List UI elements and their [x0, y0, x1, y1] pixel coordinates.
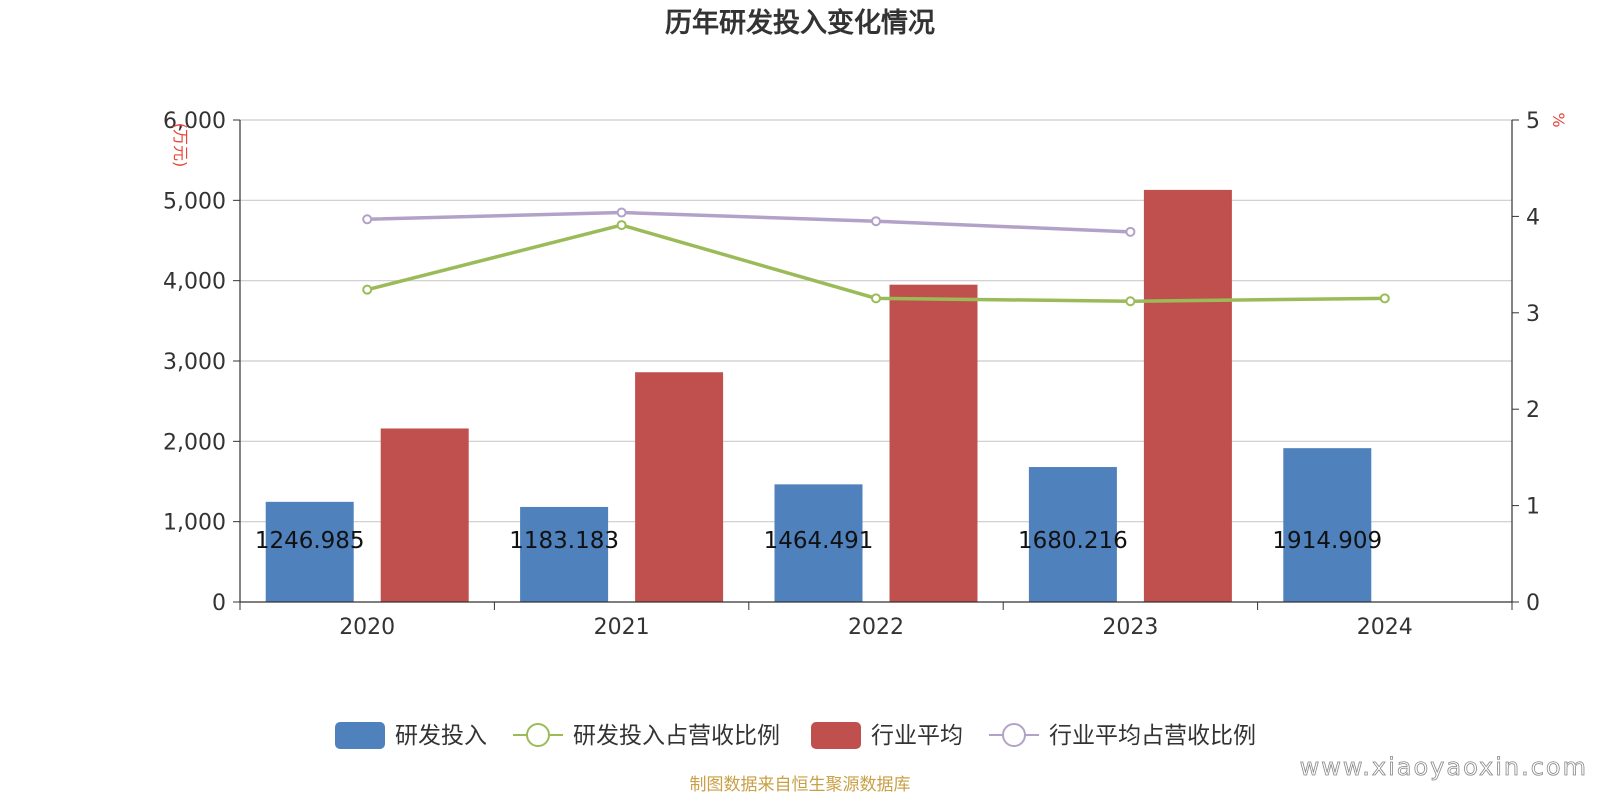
right-axis-tick-label: 4	[1526, 205, 1540, 230]
bar-data-label: 1183.183	[509, 528, 619, 554]
legend-label: 行业平均	[871, 723, 963, 749]
legend-line-marker	[526, 723, 550, 747]
bar-industry-average	[889, 284, 978, 602]
source-note: 制图数据来自恒生聚源数据库	[690, 775, 911, 795]
left-axis-tick-label: 6,000	[163, 109, 226, 134]
series-line-rd-ratio	[366, 223, 1385, 303]
left-axis-tick-label: 2,000	[163, 430, 226, 455]
bar-data-label: 1914.909	[1272, 528, 1382, 554]
x-axis-tick-label: 2021	[594, 615, 650, 640]
left-axis-tick-label: 4,000	[163, 270, 226, 295]
bar-rd-investment	[265, 501, 354, 602]
right-axis-unit: %	[1549, 112, 1568, 127]
bar-industry-average	[1143, 189, 1232, 602]
watermark: www.xiaoyaoxin.com	[1300, 753, 1588, 781]
right-axis-tick-label: 0	[1526, 591, 1540, 616]
data-labels: 1246.985 1183.183 1464.491 1680.216 1914.909	[255, 528, 1382, 554]
line-point	[1125, 226, 1136, 237]
line-point	[871, 293, 881, 304]
left-axis-tick-label: 3,000	[163, 350, 226, 375]
series-line-industry-ratio	[367, 210, 1131, 234]
axes: 0 1,000 2,000 3,000 4,000 5,000 6,000 0 1 2 3 4 5 202…	[163, 109, 1540, 640]
x-axis-tick-label: 2020	[339, 615, 395, 640]
bar-rd-investment	[1028, 467, 1117, 602]
lines	[362, 207, 1390, 307]
legend-bar-swatch	[335, 722, 385, 749]
bar-data-label: 1246.985	[255, 528, 365, 554]
legend-label: 研发投入占营收比例	[573, 723, 780, 749]
legend-label: 行业平均占营收比例	[1049, 723, 1256, 749]
bars	[265, 189, 1372, 602]
legend-label: 研发投入	[395, 723, 487, 749]
left-axis-tick-label: 0	[212, 591, 226, 616]
bar-rd-investment	[774, 484, 863, 602]
legend-line-marker	[1002, 723, 1026, 747]
bar-industry-average	[380, 428, 469, 602]
line-point	[362, 214, 373, 225]
legend: 研发投入 研发投入占营收比例 行业平均 行业平均占营收比例	[335, 722, 1256, 749]
x-axis-tick-label: 2024	[1357, 615, 1413, 640]
right-axis-tick-label: 2	[1526, 398, 1540, 423]
bar-industry-average	[635, 372, 724, 602]
legend-bar-swatch	[811, 722, 861, 749]
right-axis-tick-label: 5	[1526, 109, 1540, 134]
bar-rd-investment	[520, 506, 609, 602]
x-axis-tick-label: 2023	[1102, 615, 1158, 640]
x-axis-tick-label: 2022	[848, 615, 904, 640]
line-point	[362, 284, 373, 295]
right-axis-tick-label: 3	[1526, 302, 1540, 327]
left-axis-tick-label: 1,000	[163, 511, 226, 536]
line-point	[616, 207, 627, 218]
line-point	[1379, 293, 1390, 304]
right-axis-tick-label: 1	[1526, 495, 1540, 520]
line-point	[871, 216, 881, 227]
bar-data-label: 1680.216	[1018, 528, 1128, 554]
bar-rd-investment	[1283, 448, 1372, 602]
line-point	[616, 220, 627, 231]
left-axis-tick-label: 5,000	[163, 189, 226, 214]
line-point	[1125, 296, 1136, 307]
left-axis-unit: (万元)	[171, 123, 190, 168]
chart-title: 历年研发投入变化情况	[665, 7, 935, 39]
bar-data-label: 1464.491	[764, 528, 874, 554]
